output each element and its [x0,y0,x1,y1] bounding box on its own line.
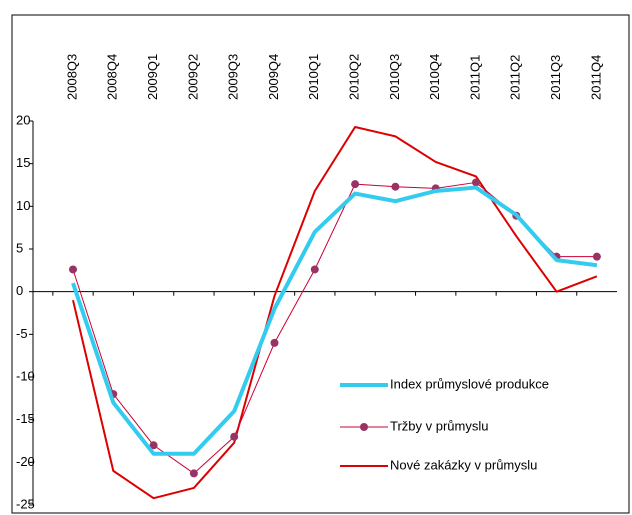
x-tick-label: 2011Q3 [548,55,563,100]
y-tick-label: -25 [16,496,35,511]
x-tick-label: 2010Q3 [387,54,402,100]
x-tick-label: 2010Q4 [427,54,442,100]
series-marker [310,265,319,274]
x-tick-label: 2011Q4 [588,55,603,100]
series-marker [230,432,239,441]
legend-label: Nové zakázky v průmyslu [390,457,537,472]
legend-marker [360,423,368,431]
x-tick-label: 2009Q2 [185,54,200,100]
series-marker [149,441,158,450]
y-tick-label: -5 [16,326,28,341]
x-tick-label: 2009Q1 [145,54,160,100]
x-tick-label: 2008Q4 [105,54,120,100]
x-tick-label: 2009Q4 [266,54,281,100]
y-tick-label: 20 [16,112,30,127]
series-marker [189,469,198,478]
x-tick-label: 2008Q3 [64,54,79,100]
x-tick-label: 2009Q3 [226,54,241,100]
y-tick-label: 0 [16,283,23,298]
y-tick-label: -15 [16,411,35,426]
legend-label: Tržby v průmyslu [390,418,488,433]
series-marker [270,338,279,347]
y-tick-label: 10 [16,198,30,213]
chart-frame [11,14,630,514]
y-tick-label: 5 [16,240,23,255]
series-line [71,185,598,456]
series-marker [472,178,480,187]
legend-label: Index průmyslové produkce [390,376,549,391]
y-tick-label: -10 [16,368,35,383]
series-marker [69,265,77,274]
x-tick-label: 2010Q1 [306,54,321,100]
series-marker [351,180,360,189]
y-tick-label: -20 [16,454,35,469]
y-tick-label: 15 [16,155,30,170]
x-tick-label: 2011Q2 [508,55,523,100]
series-line [72,125,598,500]
series-marker [391,182,400,191]
x-tick-label: 2010Q2 [347,54,362,100]
x-tick-label: 2011Q1 [467,55,482,100]
series-marker [592,252,601,261]
